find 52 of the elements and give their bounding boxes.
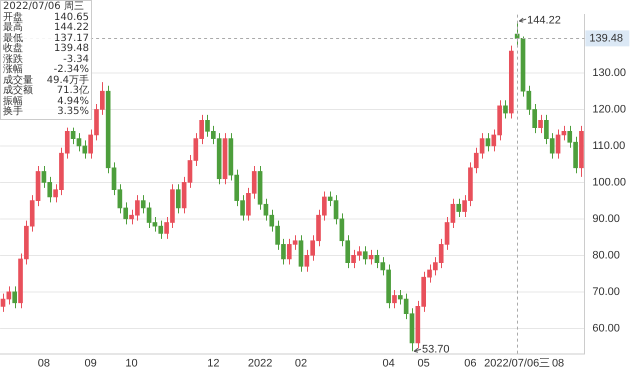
candlestick [362,246,368,265]
y-tick-label: 90.00 [592,212,620,225]
annotation: 涨跌 [3,54,23,64]
annotation: 3.35% [57,106,89,118]
annotation: -2.34% [54,64,89,75]
annotation: 振幅 [3,96,23,106]
y-tick-label: 130.00 [592,66,626,79]
x-tick-label: 08 [38,357,50,370]
annotation: 最高 [3,22,23,33]
x-tick-label: 2022/07/06三 [484,357,550,370]
x-tick-label: 12 [207,357,220,370]
candlestick [503,100,508,120]
y-tick-label: 100.00 [592,176,626,188]
x-tick-label: 02 [294,357,308,370]
text: 2022/07/06 周三 [3,1,85,12]
x-tick-label: 2022 [248,357,272,370]
annotation: 开盘 [3,12,23,22]
candlestick [392,289,397,309]
x-tick-label: 04 [382,357,395,370]
annotation: 140.65 [54,12,89,22]
x-tick-label: 06 [464,357,477,370]
annotation: 最低 [3,32,23,44]
candlestick [368,249,374,265]
y-tick-label: 60.00 [592,322,620,334]
candlestick [176,184,181,214]
annotation: 137.17 [54,32,89,44]
candlestick [456,198,462,218]
annotation: 53.70 [422,343,450,356]
candlestick [486,132,490,152]
annotation: 49.4万手 [46,74,89,86]
candlestick [538,114,543,134]
annotation: 144.22 [527,14,561,27]
annotation: 4.94% [57,96,89,106]
x-tick-label: 10 [125,357,138,370]
x-tick-label: 09 [84,357,97,370]
annotation: 144.22 [54,22,89,34]
annotation: 换手 [3,106,23,118]
x-tick-label: 08 [552,357,564,370]
annotation: 成交量 [3,74,33,86]
annotation: 收盘 [3,43,23,54]
y-tick-label: 70.00 [592,286,620,298]
annotation: 139.48 [54,43,89,54]
y-tick-label: 120.00 [592,103,626,116]
x-tick-label: 05 [418,357,430,370]
y-tick-label: 80.00 [592,249,620,262]
annotation: 71.3亿 [56,85,89,96]
annotation: 涨幅 [3,64,23,75]
ref-line-label: 139.48 [589,32,624,44]
y-tick-label: 110.00 [592,140,626,152]
annotation: 成交额 [3,85,33,96]
annotation: -3.34 [63,54,89,64]
candlestick [12,286,18,309]
